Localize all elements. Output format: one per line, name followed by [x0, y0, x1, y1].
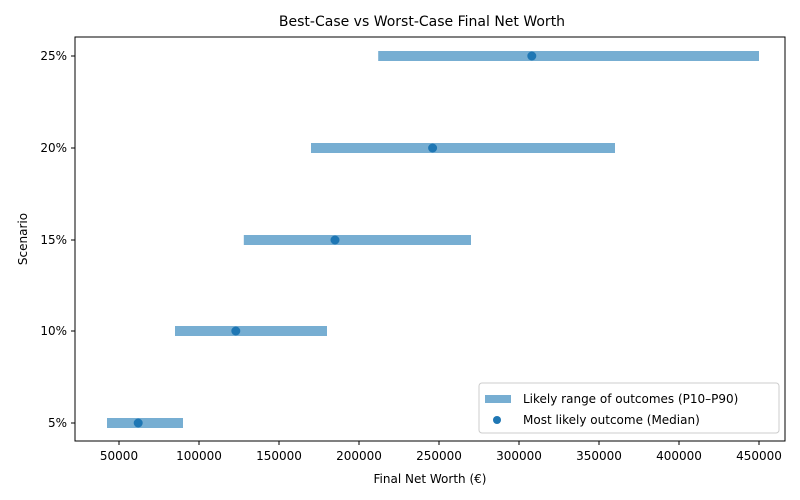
x-tick-label: 250000: [416, 449, 462, 463]
y-tick-label: 5%: [48, 416, 67, 430]
median-dot: [231, 326, 241, 336]
range-bar: [243, 235, 471, 245]
median-dot: [133, 418, 143, 428]
x-tick-label: 150000: [256, 449, 302, 463]
range-bars: [107, 51, 759, 428]
x-tick-label: 200000: [336, 449, 382, 463]
chart-title: Best-Case vs Worst-Case Final Net Worth: [279, 14, 565, 30]
legend-range-swatch: [485, 395, 511, 403]
x-tick-label: 400000: [656, 449, 702, 463]
range-bar: [378, 51, 759, 61]
legend: Likely range of outcomes (P10–P90) Most …: [478, 382, 780, 434]
x-tick-label: 100000: [176, 449, 222, 463]
median-dot: [428, 143, 438, 153]
median-dot: [330, 235, 340, 245]
median-dots: [133, 51, 537, 428]
range-bar: [175, 326, 327, 336]
y-tick-label: 25%: [40, 49, 67, 63]
x-tick-label: 450000: [736, 449, 782, 463]
x-tick-label: 300000: [496, 449, 542, 463]
plot-area: [74, 36, 786, 442]
legend-median-marker: [493, 416, 501, 424]
y-axis-ticks: 5% 10% 15% 20% 25%: [40, 49, 75, 430]
median-dot: [527, 51, 537, 61]
x-axis-label: Final Net Worth (€): [374, 472, 487, 486]
y-tick-label: 20%: [40, 141, 67, 155]
y-axis-label: Scenario: [16, 213, 30, 265]
range-bar: [311, 143, 615, 153]
x-axis-ticks: 50000 100000 150000 200000 250000 300000 35000…: [100, 441, 782, 463]
y-tick-label: 15%: [40, 233, 67, 247]
x-tick-label: 350000: [576, 449, 622, 463]
range-bar: [107, 418, 183, 428]
legend-range-label: Likely range of outcomes (P10–P90): [523, 392, 738, 406]
y-tick-label: 10%: [40, 324, 67, 338]
x-tick-label: 50000: [100, 449, 138, 463]
legend-median-label: Most likely outcome (Median): [523, 413, 700, 427]
